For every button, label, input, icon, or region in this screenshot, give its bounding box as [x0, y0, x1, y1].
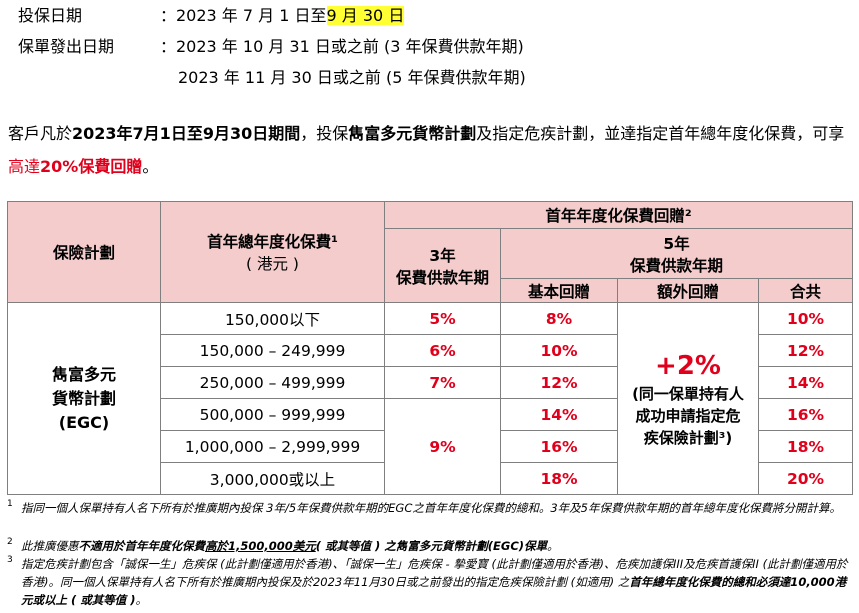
- plan-name-line: 雋富多元: [51, 364, 116, 384]
- period-value-prefix: ：2023 年 7 月 1 日至: [160, 6, 327, 25]
- rebate-total: 20%: [757, 462, 854, 495]
- footnote-text: 指定危疾計劃包含「誠保一生」危疾保 (此計劃僅適用於香港)、「誠保一生」危疾保 …: [21, 555, 852, 609]
- rebate-3yr: 5%: [384, 302, 501, 335]
- header-premium-title: 首年總年度化保費¹: [207, 233, 338, 251]
- extra-rebate-note: (同一保單持有人: [632, 384, 744, 403]
- intro-rebate: 20%保費回贈: [40, 157, 143, 176]
- rebate-3yr: 7%: [384, 366, 501, 399]
- intro-text: 。: [142, 157, 159, 176]
- premium-range: 150,000以下: [160, 302, 385, 335]
- table-row: 250,000 – 499,999 7% 12% 14%: [8, 366, 854, 399]
- header-3yr-label: 保費供款年期: [395, 268, 489, 287]
- rebate-basic: 8%: [500, 302, 618, 335]
- footnote-1: 1 指同一個人保單持有人名下所有於推廣期內投保 3年/5年保費供款年期的EGC之…: [7, 499, 852, 517]
- footnote-segment: 。: [547, 539, 559, 553]
- plan-code: (EGC): [58, 412, 110, 432]
- rebate-basic: 10%: [500, 334, 618, 367]
- header-5yr: 5年保費供款年期: [499, 228, 854, 279]
- rebate-3yr: 9%: [384, 398, 501, 495]
- rebate-total: 18%: [757, 430, 854, 463]
- header-5yr-years: 5年: [663, 234, 690, 253]
- footnote-text: 指同一個人保單持有人名下所有於推廣期內投保 3年/5年保費供款年期的EGC之首年…: [21, 501, 841, 515]
- premium-range: 1,000,000 – 2,999,999: [160, 430, 385, 463]
- footnote-emphasis: 首年總年度化保費的總和必須達10,000港元或以上 ( 或其等值 ): [21, 575, 847, 607]
- premium-range: 3,000,000或以上: [160, 462, 385, 495]
- footnote-emphasis: 不適用於首年年度化保費: [78, 539, 206, 553]
- intro-text: 及指定危疾計劃，並達指定首年總年度化保費，可享: [476, 124, 845, 143]
- premium-range: 150,000 – 249,999: [160, 334, 385, 367]
- period-value: ：2023 年 7 月 1 日至9 月 30 日: [160, 5, 405, 27]
- rebate-basic: 12%: [500, 366, 618, 399]
- header-3yr: 3年保費供款年期: [384, 228, 501, 303]
- header-plan: 保險計劃: [7, 201, 161, 303]
- footnote-number: 1: [7, 499, 13, 509]
- intro-plan: 雋富多元貨幣計劃: [348, 124, 477, 143]
- footnote-emphasis: ( 或其等值 ) 之雋富多元貨幣計劃(EGC)保單: [315, 539, 548, 553]
- footnote-segment: 指定危疾計劃包含「誠保一生」危疾保 (此計劃僅適用於香港)、「誠保一生」危疾保 …: [21, 557, 848, 589]
- header-basic: 基本回贈: [500, 278, 618, 303]
- issue-line-2: 2023 年 11 月 30 日或之前 (5 年保費供款年期): [178, 68, 526, 87]
- issue-line-1: ：2023 年 10 月 31 日或之前 (3 年保費供款年期): [160, 37, 524, 56]
- rebate-total: 16%: [757, 398, 854, 431]
- footnote-emphasis: 高於1,500,000美元: [205, 539, 316, 553]
- rebate-total: 10%: [757, 302, 854, 335]
- rebate-basic: 16%: [500, 430, 618, 463]
- issue-label: 保單發出日期: [18, 37, 115, 56]
- table-row: 500,000 – 999,999 9% 14% 16%: [8, 398, 854, 495]
- table-row: 雋富多元 貨幣計劃 (EGC) 150,000以下 5% 8% +2% (同一保…: [7, 302, 854, 495]
- footnote-text: 此推廣優惠不適用於首年年度化保費高於1,500,000美元( 或其等值 ) 之雋…: [21, 537, 852, 555]
- intro-upto: 高達: [8, 157, 41, 176]
- footnote-number: 2: [7, 537, 13, 547]
- header-rebate: 首年年度化保費回贈²: [383, 201, 854, 229]
- header-total: 合共: [757, 278, 854, 303]
- header-3yr-years: 3年: [429, 246, 456, 265]
- premium-range: 500,000 – 999,999: [160, 398, 385, 431]
- plan-cell: 雋富多元 貨幣計劃 (EGC): [7, 302, 161, 495]
- period-label: 投保日期: [18, 6, 83, 25]
- header-5yr-label: 保費供款年期: [630, 256, 724, 275]
- intro-text: ，投保: [300, 124, 349, 143]
- table-row: 1,000,000 – 2,999,999 16% 18%: [8, 430, 854, 463]
- rebate-basic: 14%: [500, 398, 618, 431]
- intro-paragraph: 客戶凡於2023年7月1日至9月30日期間，投保雋富多元貨幣計劃及指定危疾計劃，…: [8, 117, 853, 183]
- plan-name-line: 貨幣計劃: [51, 388, 116, 408]
- footnote-segment: 。: [135, 593, 148, 607]
- rebate-total: 14%: [757, 366, 854, 399]
- footnote-segment: 此推廣優惠: [21, 539, 79, 553]
- footnote-2: 2 此推廣優惠不適用於首年年度化保費高於1,500,000美元( 或其等值 ) …: [7, 537, 852, 555]
- table-row: 3,000,000或以上 18% 20%: [8, 462, 854, 495]
- header-premium-unit: ( 港元 ): [246, 255, 299, 273]
- header-premium: 首年總年度化保費¹ ( 港元 ): [160, 201, 385, 303]
- footnote-3: 3 指定危疾計劃包含「誠保一生」危疾保 (此計劃僅適用於香港)、「誠保一生」危疾…: [7, 555, 852, 609]
- extra-rebate-value: +2%: [655, 350, 721, 381]
- intro-period: 2023年7月1日至9月30日期間: [72, 124, 301, 143]
- rebate-basic: 18%: [500, 462, 618, 495]
- rebate-total: 12%: [757, 334, 854, 367]
- footnote-number: 3: [7, 555, 13, 565]
- header-extra: 額外回贈: [617, 278, 759, 303]
- period-value-highlight: 9 月 30 日: [326, 6, 405, 25]
- rebate-table: 保險計劃 首年總年度化保費¹ ( 港元 ) 首年年度化保費回贈² 3年保費供款年期…: [7, 201, 854, 495]
- extra-rebate-note: 成功申請指定危: [635, 406, 741, 425]
- extra-rebate-cell: +2% (同一保單持有人 成功申請指定危 疾保險計劃³): [617, 302, 759, 495]
- premium-range: 250,000 – 499,999: [160, 366, 385, 399]
- intro-text: 客戶凡於: [8, 124, 73, 143]
- extra-rebate-note: 疾保險計劃³): [643, 428, 733, 447]
- rebate-3yr: 6%: [384, 334, 501, 367]
